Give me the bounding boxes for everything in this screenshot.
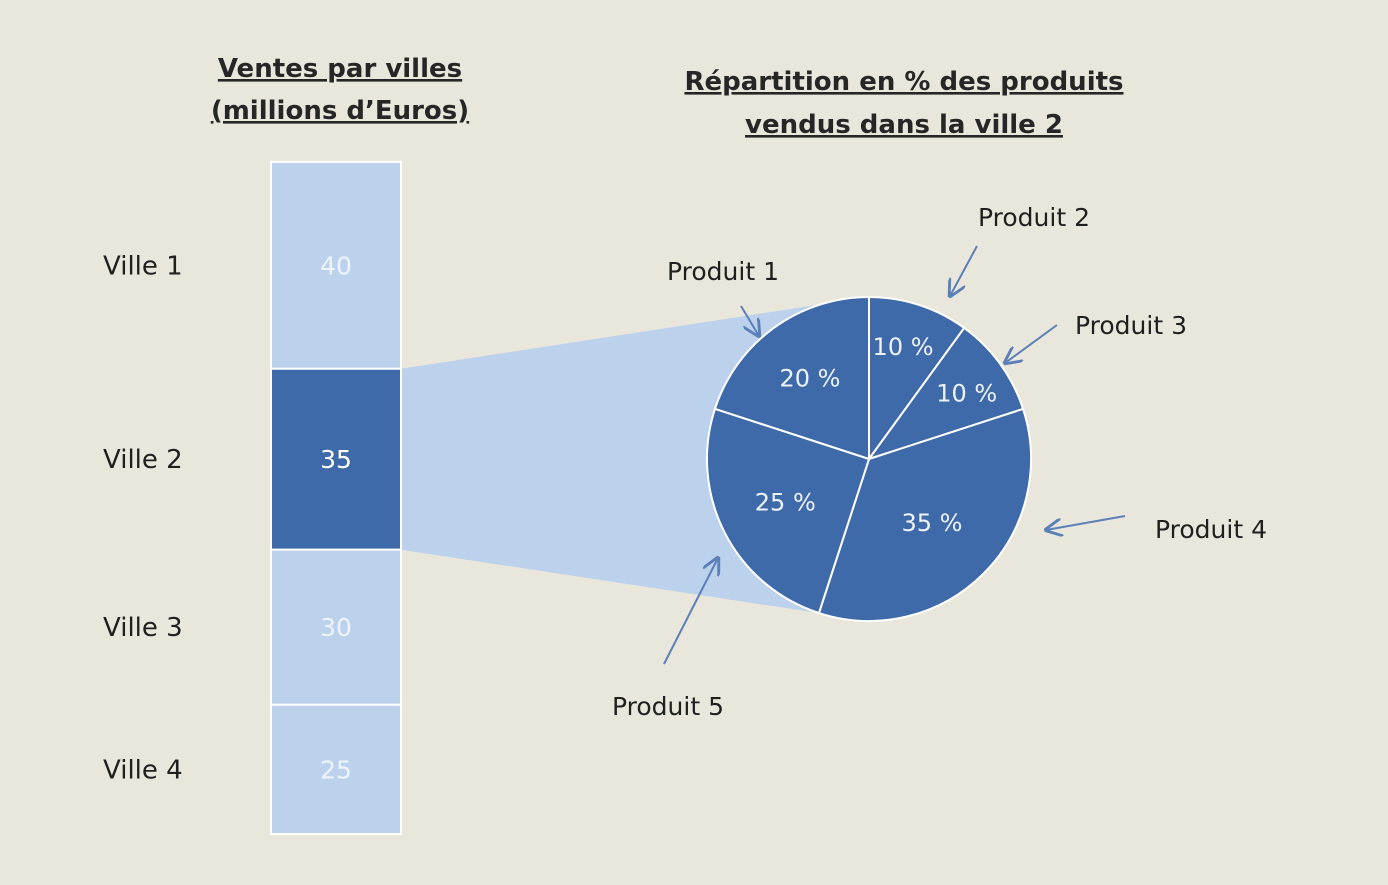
bar-value-label-ville-1: 40 xyxy=(320,251,352,280)
arrow-produit-3 xyxy=(1005,324,1058,363)
bar-chart-title-line-1: Ventes par villes xyxy=(218,54,462,84)
pie-chart-title-line-2: vendus dans la ville 2 xyxy=(745,110,1063,140)
product-label-produit-2: Produit 2 xyxy=(978,203,1090,232)
arrow-produit-2 xyxy=(950,245,978,296)
pie-slice-produit-1 xyxy=(713,295,870,461)
city-label-ville-4: Ville 4 xyxy=(103,755,183,785)
pie-value-label-produit-5: 25 % xyxy=(755,489,816,517)
bar-segment-ville-1 xyxy=(270,161,402,370)
pie: 20 % 10 %10 % 35 % 25 % xyxy=(706,295,1032,622)
product-label-produit-5: Produit 5 xyxy=(612,692,724,721)
bar-chart-title-line-2: (millions d’Euros) xyxy=(211,96,469,126)
bar-segment-ville-3 xyxy=(270,548,402,706)
pie-slice-produit-3 xyxy=(866,326,1025,461)
bar-segment-ville-4 xyxy=(270,703,402,835)
pie-value-label-produit-4: 35 % xyxy=(902,509,963,537)
city-label-ville-1: Ville 1 xyxy=(103,251,183,281)
pie-value-label-produit-1: 20 % xyxy=(779,365,840,393)
product-label-produit-3: Produit 3 xyxy=(1075,311,1187,340)
pie-value-label-produit-3: 10 % xyxy=(936,379,997,407)
labels: Ville 1 Ville 2 Ville 3 Ville 4 Produit 1 Pro… xyxy=(103,203,1267,785)
arrow-produit-4 xyxy=(1046,515,1126,530)
pie-value-label-produit-2: 10 % xyxy=(873,333,934,361)
arrow-produit-5 xyxy=(663,558,718,665)
bar-value-label-ville-2: 35 xyxy=(320,445,352,474)
city-label-ville-3: Ville 3 xyxy=(103,613,183,643)
bar-value-label-ville-4: 25 xyxy=(320,755,352,784)
city-label-ville-2: Ville 2 xyxy=(103,445,183,475)
arrow-produit-1 xyxy=(740,305,759,336)
pie-slice-produit-4 xyxy=(817,407,1032,622)
product-label-produit-1: Produit 1 xyxy=(667,257,779,286)
bar-value-label-ville-3: 30 xyxy=(320,613,352,642)
stacked-bar: 40 35 30 25 xyxy=(270,161,402,835)
product-label-produit-4: Produit 4 xyxy=(1155,515,1267,544)
pie-slice-produit-5 xyxy=(706,407,871,615)
pie-slice-produit-2 xyxy=(868,295,966,463)
pie-chart-title-line-1: Répartition en % des produits xyxy=(684,67,1123,97)
